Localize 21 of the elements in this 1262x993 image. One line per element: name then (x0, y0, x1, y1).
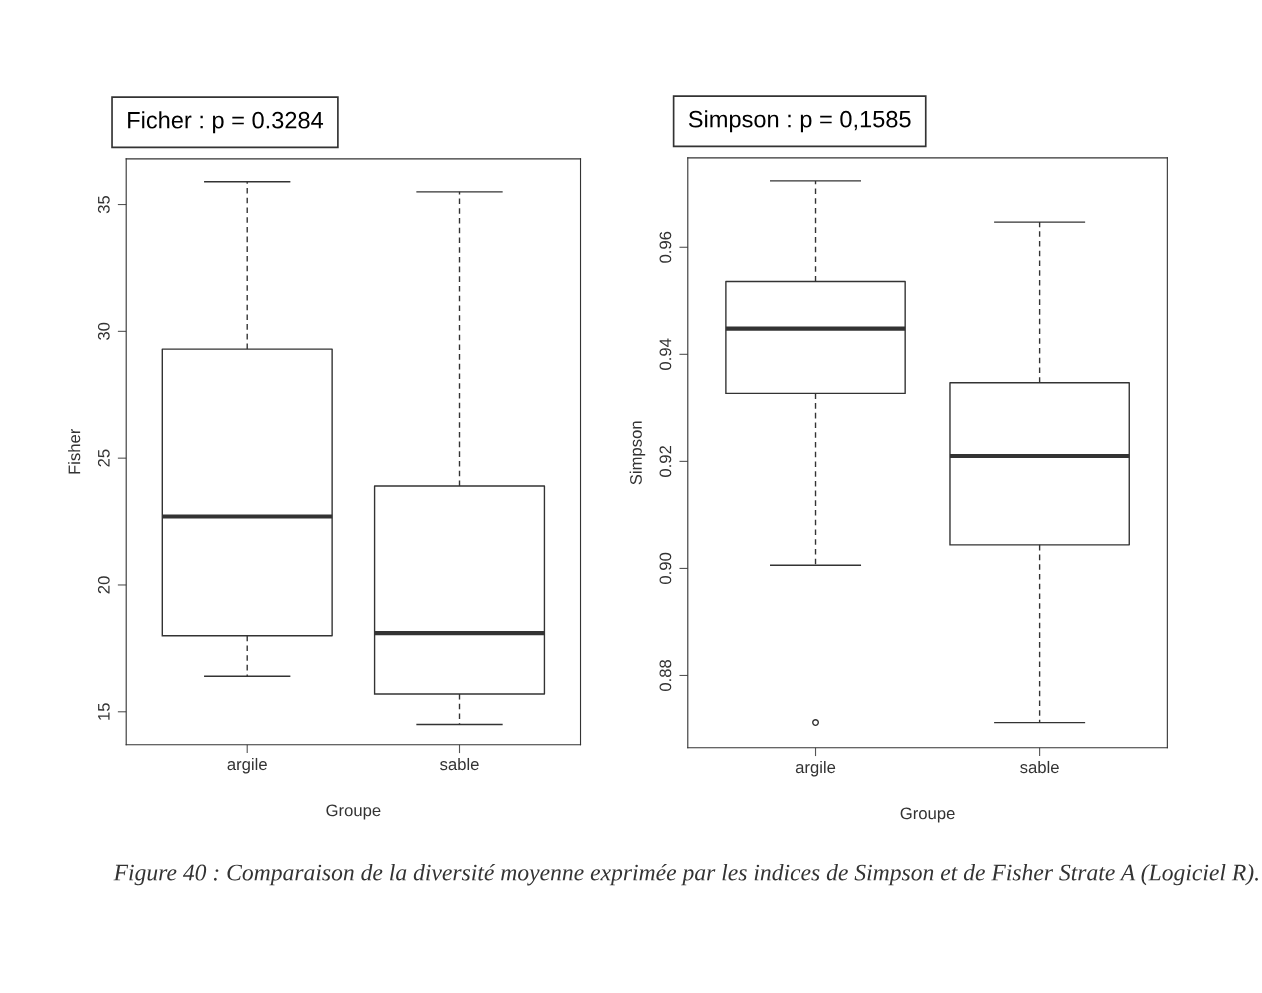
x-axis-title: Groupe (900, 807, 955, 823)
y-tick-label: 0.94 (659, 338, 672, 370)
y-axis-title: Simpson (629, 421, 646, 485)
chart-title: Ficher : p = 0.3284 (128, 111, 324, 134)
x-tick-label: sable (1020, 760, 1059, 774)
y-tick-label: 0.88 (659, 659, 672, 692)
x-axis-title: Groupe (326, 804, 381, 820)
y-tick-label: 35 (97, 195, 110, 214)
x-tick-label: argile (227, 757, 267, 774)
y-tick-label: 20 (97, 576, 110, 594)
x-tick-label: argile (795, 760, 836, 777)
y-tick-label: 0.90 (659, 552, 672, 584)
y-tick-label: 25 (97, 449, 110, 467)
caption: Figure 40 : Comparaison de la diversité moyenne exprimée par les indices de Simpson et de Fisher Strate A (Logiciel R). (113, 863, 1258, 886)
y-axis-title: Fisher (68, 428, 81, 474)
x-tick-label: sable (440, 757, 479, 771)
y-tick-label: 30 (97, 322, 110, 340)
y-tick-label: 0.96 (659, 231, 672, 263)
chart-title: Simpson : p = 0,1585 (688, 110, 911, 133)
y-tick-label: 0.92 (659, 445, 672, 477)
y-tick-label: 15 (98, 703, 110, 720)
